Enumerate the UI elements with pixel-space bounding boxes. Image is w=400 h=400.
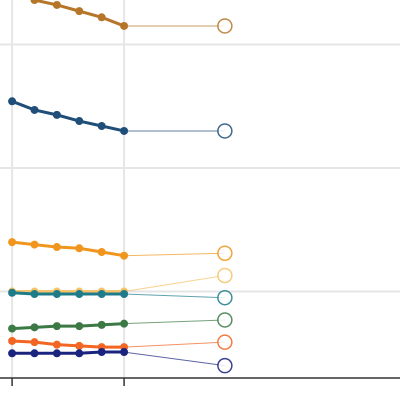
- end-point: [217, 289, 233, 306]
- series-point: [52, 349, 61, 358]
- series-point: [75, 117, 84, 126]
- series-point: [97, 248, 106, 256]
- series-line: [30, 0, 125, 28]
- series-point: [30, 349, 39, 358]
- end-point: [217, 312, 233, 328]
- connector-line: [123, 274, 225, 293]
- series-point: [52, 322, 61, 331]
- series-point: [8, 349, 17, 358]
- series-point: [75, 290, 84, 298]
- series-point: [120, 319, 129, 328]
- series-point: [75, 244, 84, 253]
- series-point: [8, 324, 17, 333]
- series-point: [120, 348, 129, 357]
- end-point: [217, 245, 233, 261]
- series-line: [12, 291, 125, 296]
- series-point: [52, 290, 61, 298]
- series-point: [120, 290, 129, 298]
- series-line: [12, 350, 125, 355]
- series-point: [52, 110, 61, 119]
- series-point: [120, 21, 129, 30]
- series-point: [75, 322, 84, 331]
- end-point: [217, 123, 233, 139]
- end-point: [217, 357, 233, 374]
- series-point: [97, 13, 106, 22]
- series-point: [30, 290, 39, 298]
- end-point: [217, 18, 233, 34]
- end-point: [217, 334, 233, 350]
- series-point: [52, 0, 61, 9]
- end-point: [217, 267, 233, 284]
- series-point: [30, 105, 39, 114]
- series-line: [11, 240, 125, 258]
- series-point: [30, 338, 39, 347]
- connector-line: [124, 351, 225, 367]
- series-point: [8, 97, 17, 106]
- series-point: [97, 348, 106, 357]
- series-point: [120, 251, 129, 260]
- series-point: [52, 243, 61, 252]
- series-point: [120, 126, 129, 135]
- series-point: [97, 290, 106, 298]
- connector-line: [124, 293, 225, 299]
- series-point: [75, 7, 84, 16]
- series-line: [11, 99, 125, 133]
- connector-line: [124, 341, 225, 348]
- series-point: [97, 122, 106, 130]
- connector-line: [124, 252, 225, 257]
- series-point: [8, 336, 17, 345]
- series-point: [30, 240, 39, 249]
- series-point: [8, 288, 17, 297]
- series-point: [75, 349, 84, 358]
- series-point: [75, 341, 84, 350]
- series-point: [30, 323, 39, 332]
- series-point: [8, 238, 17, 247]
- series-line: [12, 339, 125, 349]
- series-point: [30, 0, 39, 4]
- series-point: [97, 320, 106, 329]
- series-line: [12, 322, 125, 331]
- series-point: [52, 340, 61, 349]
- connector-line: [124, 319, 225, 325]
